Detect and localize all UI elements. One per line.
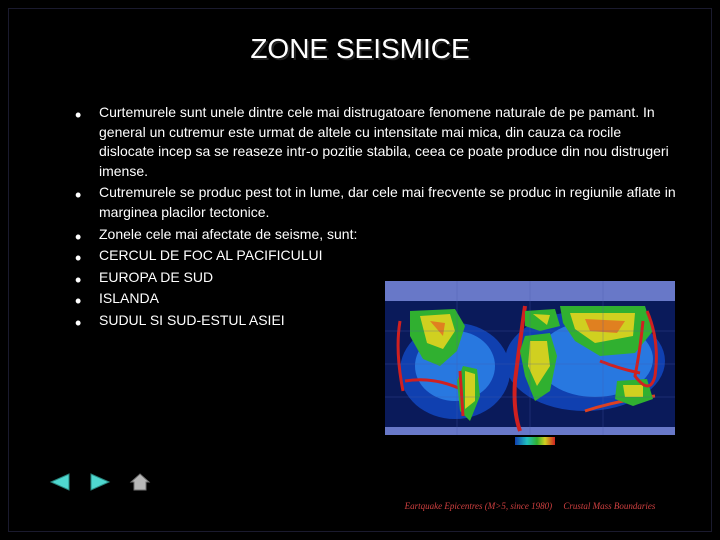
map-caption: Eartquake Epicentres (M>5, since 1980) C… xyxy=(385,501,675,511)
nav-buttons xyxy=(49,473,151,491)
caption-right: Crustal Mass Boundaries xyxy=(563,501,655,511)
home-button[interactable] xyxy=(129,473,151,491)
next-button[interactable] xyxy=(89,473,111,491)
list-item: CERCUL DE FOC AL PACIFICULUI xyxy=(71,246,679,266)
caption-left: Eartquake Epicentres (M>5, since 1980) xyxy=(405,501,552,511)
slide-title: ZONE SEISMICE xyxy=(13,33,707,65)
list-item: Cutremurele se produc pest tot in lume, … xyxy=(71,183,679,222)
prev-button[interactable] xyxy=(49,473,71,491)
list-item: Zonele cele mai afectate de seisme, sunt… xyxy=(71,225,679,245)
list-item: Curtemurele sunt unele dintre cele mai d… xyxy=(71,103,679,181)
world-seismic-map xyxy=(385,281,675,447)
